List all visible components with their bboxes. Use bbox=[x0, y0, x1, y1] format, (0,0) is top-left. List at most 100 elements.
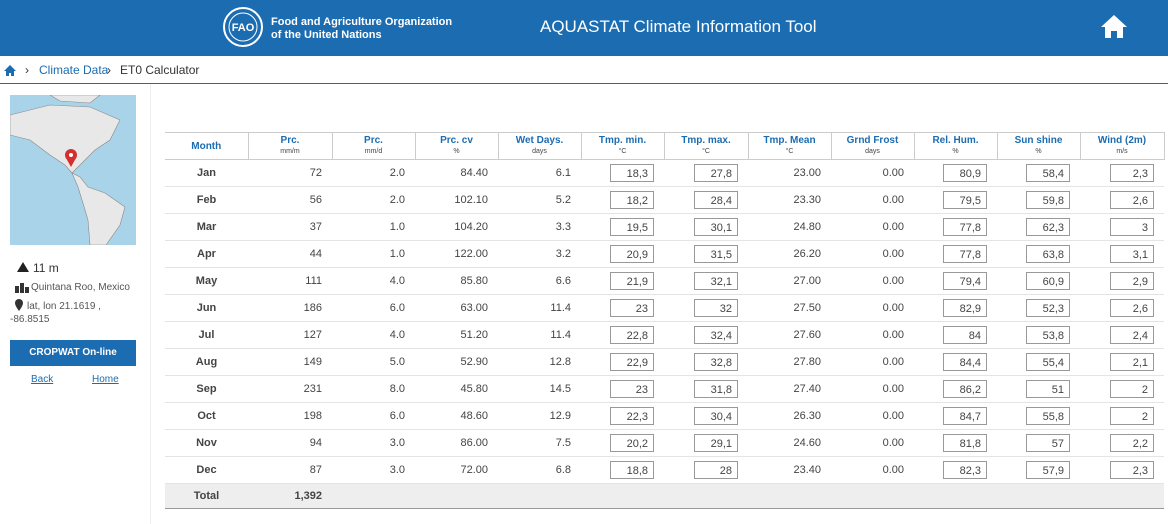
cell: 231 bbox=[248, 375, 332, 403]
input-field[interactable]: 23 bbox=[610, 299, 654, 317]
input-field[interactable]: 32,4 bbox=[694, 326, 738, 344]
input-field[interactable]: 20,9 bbox=[610, 245, 654, 263]
cell: 23 bbox=[581, 294, 664, 322]
input-field[interactable]: 62,3 bbox=[1026, 218, 1070, 236]
input-field[interactable]: 2 bbox=[1110, 407, 1154, 425]
cell-value: 12.9 bbox=[549, 410, 571, 422]
cell: 0.00 bbox=[831, 429, 914, 457]
input-field[interactable]: 32,8 bbox=[694, 353, 738, 371]
cell: 37 bbox=[248, 213, 332, 241]
cell-value: 52.90 bbox=[460, 356, 488, 368]
input-field[interactable]: 28,4 bbox=[694, 191, 738, 209]
cell: 59,8 bbox=[997, 186, 1080, 214]
input-field[interactable]: 19,5 bbox=[610, 218, 654, 236]
input-field[interactable]: 53,8 bbox=[1026, 326, 1070, 344]
input-field[interactable]: 3 bbox=[1110, 218, 1154, 236]
back-link[interactable]: Back bbox=[31, 374, 54, 385]
input-field[interactable]: 2,6 bbox=[1110, 299, 1154, 317]
cell-value: 45.80 bbox=[460, 383, 488, 395]
input-field[interactable]: 2,6 bbox=[1110, 191, 1154, 209]
cropwat-button[interactable]: CROPWAT On-line bbox=[10, 340, 136, 366]
input-field[interactable]: 23 bbox=[610, 380, 654, 398]
input-field[interactable]: 18,2 bbox=[610, 191, 654, 209]
input-field[interactable]: 82,9 bbox=[943, 299, 987, 317]
input-field[interactable]: 28 bbox=[694, 461, 738, 479]
input-field[interactable]: 2,2 bbox=[1110, 434, 1154, 452]
input-field[interactable]: 84 bbox=[943, 326, 987, 344]
input-field[interactable]: 84,7 bbox=[943, 407, 987, 425]
cell-value: 8.0 bbox=[389, 383, 405, 395]
cell-value: 111 bbox=[305, 275, 322, 287]
input-field[interactable]: 63,8 bbox=[1026, 245, 1070, 263]
breadcrumb-link[interactable]: Climate Data bbox=[39, 63, 109, 77]
cell: 26.20 bbox=[748, 240, 831, 268]
home-button[interactable] bbox=[1100, 13, 1128, 39]
input-field[interactable]: 18,8 bbox=[610, 461, 654, 479]
region: Quintana Roo, Mexico bbox=[31, 282, 130, 293]
input-field[interactable]: 59,8 bbox=[1026, 191, 1070, 209]
cell: 82,9 bbox=[914, 294, 997, 322]
input-field[interactable]: 80,9 bbox=[943, 164, 987, 182]
input-field[interactable]: 2,1 bbox=[1110, 353, 1154, 371]
cell: 2,3 bbox=[1080, 456, 1164, 484]
input-field[interactable]: 60,9 bbox=[1026, 272, 1070, 290]
input-field[interactable]: 82,3 bbox=[943, 461, 987, 479]
cell-value: 231 bbox=[303, 383, 322, 395]
cell-value: 86.00 bbox=[460, 437, 488, 449]
input-field[interactable]: 22,8 bbox=[610, 326, 654, 344]
input-field[interactable]: 2,3 bbox=[1110, 164, 1154, 182]
home-link[interactable]: Home bbox=[92, 374, 119, 385]
input-field[interactable]: 55,4 bbox=[1026, 353, 1070, 371]
header-row: Month Prc. mm/m Prc. mm/d Prc. cv% Wet Days. da… bbox=[165, 132, 1165, 160]
input-field[interactable]: 79,5 bbox=[943, 191, 987, 209]
cell: 20,2 bbox=[581, 429, 664, 457]
input-field[interactable]: 31,5 bbox=[694, 245, 738, 263]
cell: 2,6 bbox=[1080, 294, 1164, 322]
input-field[interactable]: 22,9 bbox=[610, 353, 654, 371]
input-field[interactable]: 32 bbox=[694, 299, 738, 317]
input-field[interactable]: 81,8 bbox=[943, 434, 987, 452]
input-field[interactable]: 29,1 bbox=[694, 434, 738, 452]
input-field[interactable]: 22,3 bbox=[610, 407, 654, 425]
input-field[interactable]: 2,9 bbox=[1110, 272, 1154, 290]
column-header: Tmp. max. °C bbox=[664, 132, 749, 160]
input-field[interactable]: 18,3 bbox=[610, 164, 654, 182]
input-field[interactable]: 51 bbox=[1026, 380, 1070, 398]
input-field[interactable]: 58,4 bbox=[1026, 164, 1070, 182]
total-empty bbox=[664, 483, 748, 509]
column-name: Sun shine bbox=[1014, 135, 1063, 146]
cell: 1.0 bbox=[332, 240, 415, 268]
input-field[interactable]: 30,1 bbox=[694, 218, 738, 236]
input-field[interactable]: 2,3 bbox=[1110, 461, 1154, 479]
input-field[interactable]: 32,1 bbox=[694, 272, 738, 290]
input-field[interactable]: 2,4 bbox=[1110, 326, 1154, 344]
cell-value: 23.30 bbox=[793, 194, 821, 206]
input-field[interactable]: 55,8 bbox=[1026, 407, 1070, 425]
cell-value: 127 bbox=[303, 329, 322, 341]
input-field[interactable]: 3,1 bbox=[1110, 245, 1154, 263]
cell: 20,9 bbox=[581, 240, 664, 268]
coordinates: lat, lon 21.1619 , -86.8515 bbox=[10, 301, 101, 325]
input-field[interactable]: 27,8 bbox=[694, 164, 738, 182]
header-bar: FAO Food and Agriculture Organization of… bbox=[0, 0, 1168, 56]
cell: 11.4 bbox=[498, 321, 581, 349]
input-field[interactable]: 2 bbox=[1110, 380, 1154, 398]
cell: 32,8 bbox=[664, 348, 748, 376]
input-field[interactable]: 30,4 bbox=[694, 407, 738, 425]
input-field[interactable]: 52,3 bbox=[1026, 299, 1070, 317]
input-field[interactable]: 57,9 bbox=[1026, 461, 1070, 479]
column-unit: °C bbox=[702, 148, 710, 155]
cell-value: 3.0 bbox=[389, 437, 405, 449]
input-field[interactable]: 77,8 bbox=[943, 245, 987, 263]
cell: 3.0 bbox=[332, 429, 415, 457]
input-field[interactable]: 20,2 bbox=[610, 434, 654, 452]
input-field[interactable]: 57 bbox=[1026, 434, 1070, 452]
input-field[interactable]: 84,4 bbox=[943, 353, 987, 371]
home-icon[interactable] bbox=[3, 64, 17, 77]
input-field[interactable]: 79,4 bbox=[943, 272, 987, 290]
input-field[interactable]: 86,2 bbox=[943, 380, 987, 398]
input-field[interactable]: 31,8 bbox=[694, 380, 738, 398]
input-field[interactable]: 21,9 bbox=[610, 272, 654, 290]
cell: 31,5 bbox=[664, 240, 748, 268]
input-field[interactable]: 77,8 bbox=[943, 218, 987, 236]
